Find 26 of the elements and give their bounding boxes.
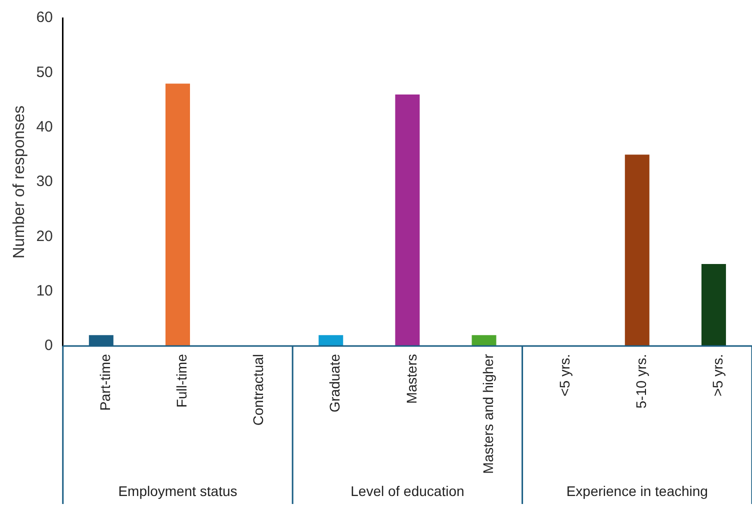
y-tick-label: 30	[36, 173, 53, 190]
x-tick-label: Masters and higher	[480, 354, 496, 474]
x-tick-label: Masters	[403, 354, 420, 404]
y-tick-label: 20	[36, 228, 53, 245]
bar	[395, 94, 420, 346]
bar	[318, 335, 344, 346]
bar	[624, 154, 650, 346]
y-tick-label: 10	[36, 282, 53, 300]
text: Employment status	[118, 483, 238, 499]
y-tick-label: 0	[44, 337, 53, 354]
x-tick-label: Contractual	[250, 354, 266, 426]
bar	[165, 84, 190, 346]
y-tick-label: 40	[36, 118, 53, 136]
x-tick-label: >5 yrs.	[710, 354, 726, 396]
x-tick-label: Graduate	[326, 354, 343, 412]
x-tick-label: <5 yrs.	[556, 354, 572, 396]
text: Experience in teaching	[566, 483, 708, 499]
x-tick-label: 5-10 yrs.	[633, 354, 650, 408]
y-tick-label: 60	[36, 9, 53, 26]
bar	[701, 264, 726, 346]
x-tick-label: Full-time	[174, 354, 190, 408]
y-axis-title: Number of responses	[11, 106, 28, 258]
x-tick-label: Part-time	[97, 354, 114, 411]
text: Level of education	[350, 483, 464, 499]
y-tick-label: 50	[36, 64, 53, 81]
bar	[472, 335, 496, 346]
